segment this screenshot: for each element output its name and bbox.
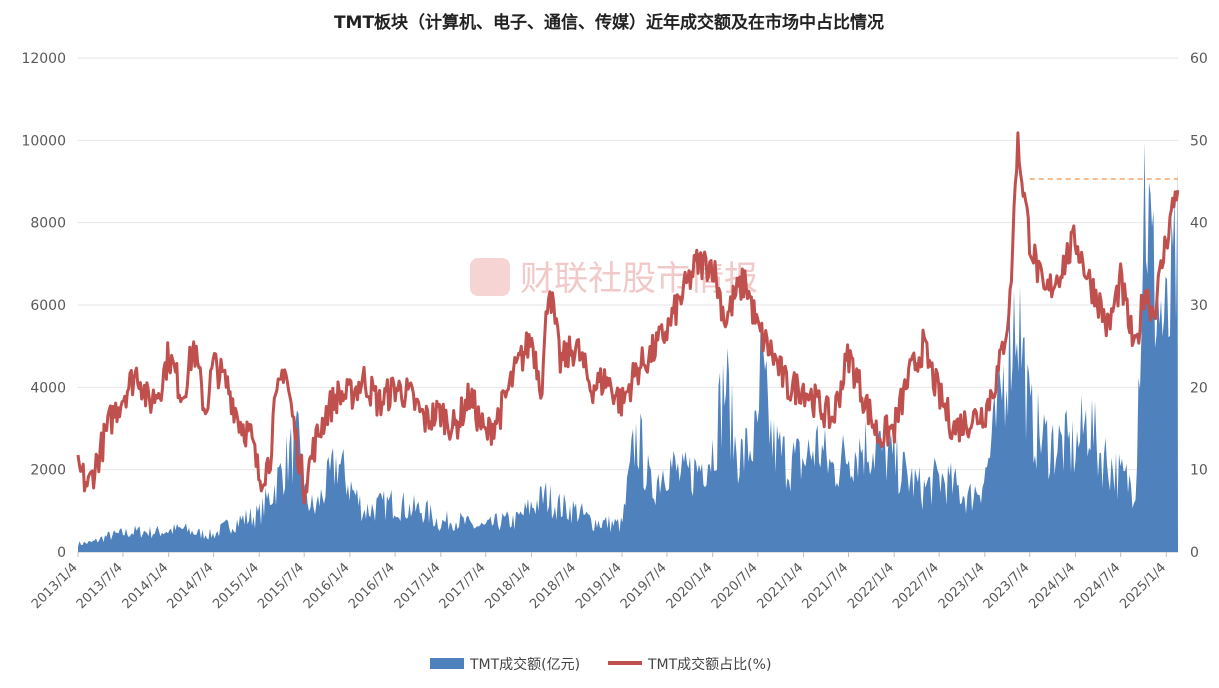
x-tick-label: 2015/7/4	[255, 560, 307, 612]
x-tick-label: 2014/7/4	[165, 560, 217, 612]
x-tick-label: 2016/1/4	[301, 560, 353, 612]
y-left-tick-label: 6000	[30, 298, 66, 314]
y-right-tick-label: 40	[1190, 216, 1208, 232]
y-right-tick-label: 30	[1190, 298, 1208, 314]
y-left-tick-label: 2000	[30, 463, 66, 479]
y-right-tick-label: 60	[1190, 51, 1208, 67]
x-tick-label: 2024/7/4	[1072, 560, 1124, 612]
y-right-tick-label: 0	[1190, 545, 1199, 561]
x-tick-label: 2021/7/4	[799, 560, 851, 612]
x-tick-label: 2019/7/4	[618, 560, 670, 612]
x-tick-label: 2025/1/4	[1117, 560, 1169, 612]
y-right-tick-label: 50	[1190, 133, 1208, 149]
amount-series	[78, 141, 1178, 552]
y-left-tick-label: 8000	[30, 216, 66, 232]
x-tick-label: 2015/1/4	[210, 560, 262, 612]
share-line	[76, 131, 1180, 505]
x-tick-label: 2013/7/4	[74, 560, 126, 612]
x-tick-label: 2023/7/4	[981, 560, 1033, 612]
x-tick-label: 2019/1/4	[573, 560, 625, 612]
x-tick-label: 2021/1/4	[754, 560, 806, 612]
x-tick-label: 2023/1/4	[936, 560, 988, 612]
x-tick-label: 2017/1/4	[392, 560, 444, 612]
y-left-tick-label: 12000	[21, 51, 66, 67]
watermark-logo	[470, 258, 510, 296]
y-left-tick-label: 4000	[30, 380, 66, 396]
amount-area	[78, 141, 1178, 552]
x-axis: 2013/1/42013/7/42014/1/42014/7/42015/1/4…	[29, 552, 1169, 612]
y-right-tick-label: 20	[1190, 380, 1208, 396]
y-axis-right: 0 10 20 30 40 50 60	[1190, 51, 1208, 561]
legend: TMT成交额(亿元) TMT成交额占比(%)	[430, 656, 771, 673]
x-tick-label: 2018/7/4	[527, 560, 579, 612]
x-tick-label: 2013/1/4	[29, 560, 81, 612]
y-left-tick-label: 10000	[21, 133, 66, 149]
x-tick-label: 2016/7/4	[346, 560, 398, 612]
x-tick-label: 2018/1/4	[482, 560, 534, 612]
legend-label-amount: TMT成交额(亿元)	[469, 656, 580, 673]
y-right-tick-label: 10	[1190, 463, 1208, 479]
chart-title: TMT板块（计算机、电子、通信、传媒）近年成交额及在市场中占比情况	[334, 12, 884, 33]
x-tick-label: 2022/1/4	[845, 560, 897, 612]
legend-swatch-amount	[430, 658, 464, 669]
watermark: 财联社股市情报	[520, 259, 758, 299]
x-tick-label: 2014/1/4	[120, 560, 172, 612]
y-axis-left: 0 2000 4000 6000 8000 10000 12000	[21, 51, 66, 561]
x-tick-label: 2022/7/4	[890, 560, 942, 612]
x-tick-label: 2020/1/4	[664, 560, 716, 612]
share-series	[76, 131, 1180, 505]
x-tick-label: 2024/1/4	[1026, 560, 1078, 612]
y-left-tick-label: 0	[57, 545, 66, 561]
x-tick-label: 2017/7/4	[437, 560, 489, 612]
x-tick-label: 2020/7/4	[709, 560, 761, 612]
legend-label-share: TMT成交额占比(%)	[647, 656, 771, 673]
